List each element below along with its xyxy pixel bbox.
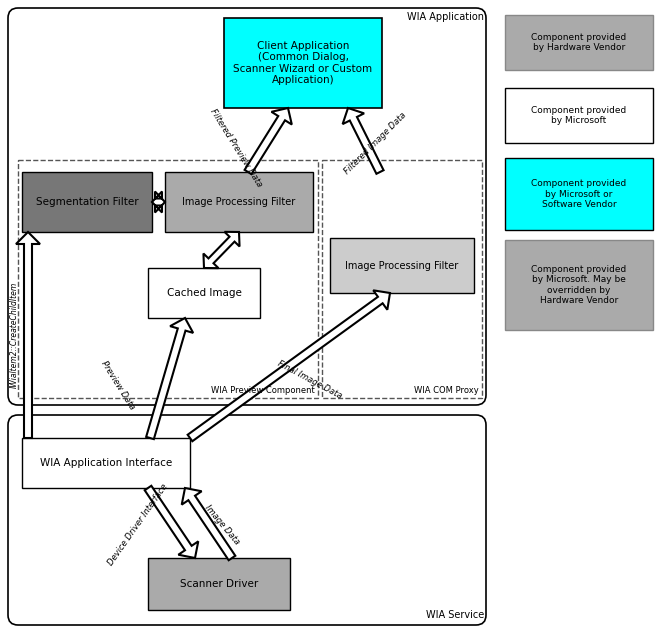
Text: Filtered Image Data: Filtered Image Data <box>342 110 408 176</box>
Text: WIA Application: WIA Application <box>407 12 484 22</box>
Text: Final Image Data: Final Image Data <box>276 359 344 401</box>
Text: Cached Image: Cached Image <box>167 288 241 298</box>
Bar <box>505 88 653 143</box>
Bar <box>148 268 260 318</box>
Bar <box>224 18 382 108</box>
Polygon shape <box>245 108 292 174</box>
Text: IWialtem2::CreateChildItem: IWialtem2::CreateChildItem <box>9 282 19 388</box>
Text: Filtered Preview Data: Filtered Preview Data <box>208 108 264 189</box>
Text: Image Processing Filter: Image Processing Filter <box>182 197 295 207</box>
Bar <box>505 158 653 230</box>
Text: Segmentation Filter: Segmentation Filter <box>36 197 138 207</box>
Text: WIA COM Proxy: WIA COM Proxy <box>414 386 479 395</box>
Text: Component provided
by Hardware Vendor: Component provided by Hardware Vendor <box>531 33 627 52</box>
Polygon shape <box>204 232 239 268</box>
Polygon shape <box>182 488 235 560</box>
Text: Component provided
by Microsoft or
Software Vendor: Component provided by Microsoft or Softw… <box>531 179 627 209</box>
Bar <box>165 172 313 232</box>
Text: Client Application
(Common Dialog,
Scanner Wizard or Custom
Application): Client Application (Common Dialog, Scann… <box>233 40 373 85</box>
Text: Device Driver Interface: Device Driver Interface <box>106 483 170 568</box>
Polygon shape <box>342 108 383 174</box>
Bar <box>22 172 152 232</box>
Bar <box>505 15 653 70</box>
Text: WIA Application Interface: WIA Application Interface <box>40 458 172 468</box>
Bar <box>505 240 653 330</box>
Bar <box>322 160 482 398</box>
Polygon shape <box>188 291 390 441</box>
Text: Component provided
by Microsoft: Component provided by Microsoft <box>531 106 627 125</box>
Text: Scanner Driver: Scanner Driver <box>180 579 258 589</box>
Text: WIA Preview Component: WIA Preview Component <box>212 386 315 395</box>
Text: WIA Service: WIA Service <box>426 610 484 620</box>
Bar <box>148 558 290 610</box>
Text: Preview Data: Preview Data <box>99 359 137 411</box>
Bar <box>22 438 190 488</box>
Polygon shape <box>16 232 40 438</box>
Bar <box>18 160 318 398</box>
Text: Component provided
by Microsoft. May be
overridden by
Hardware Vendor: Component provided by Microsoft. May be … <box>531 265 627 305</box>
Polygon shape <box>152 191 165 212</box>
Polygon shape <box>145 486 198 558</box>
Text: Image Data: Image Data <box>203 504 241 547</box>
Text: Image Processing Filter: Image Processing Filter <box>346 260 459 271</box>
Polygon shape <box>146 318 193 439</box>
Bar <box>330 238 474 293</box>
